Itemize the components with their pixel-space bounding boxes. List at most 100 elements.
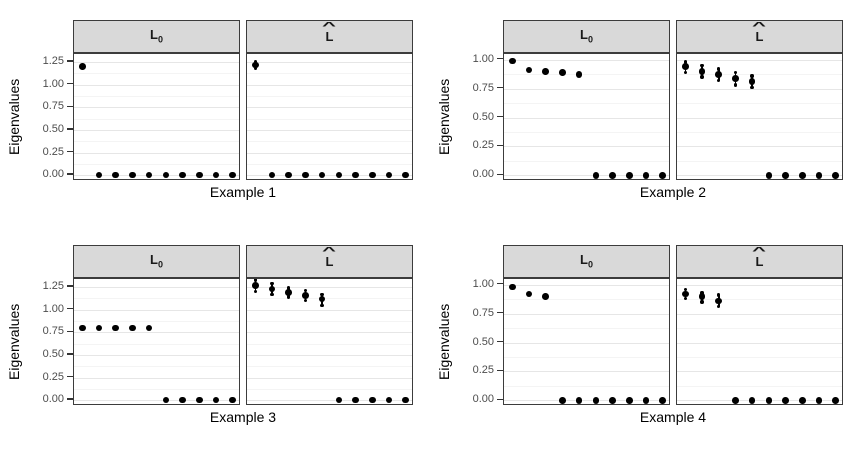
data-point [95,324,103,332]
y-tick-mark [497,58,503,60]
data-point [732,74,739,82]
facet-label: L ^ [752,246,767,269]
gridline-minor [247,298,412,300]
y-tick-mark [497,283,503,285]
data-point [592,171,600,179]
data-point [302,171,309,179]
gridline-major [74,62,239,64]
data-point [212,396,220,404]
y-tick-mark [497,173,503,175]
chart-example-2: Eigenvalues 0.00 0.25 0.50 0.75 1.00 L0 L ^ Examp… [430,0,860,225]
range-end-point [717,67,721,71]
data-point [318,295,326,303]
y-tick-label: 1.25 [42,55,64,68]
y-tick-label: 1.00 [472,52,494,65]
data-point [229,396,236,404]
facet-label: L0 [150,27,163,45]
data-point [129,324,136,332]
gridline-major [677,88,842,90]
range-end-point [253,59,258,63]
range-end-point [303,298,308,303]
data-point [352,171,359,179]
gridline-major [677,313,842,315]
y-tick-mark [67,285,73,287]
data-point [179,396,186,404]
range-end-point [270,281,274,286]
gridline-minor [677,328,842,330]
y-tick-mark [67,308,73,310]
facet-label-subscript: 0 [587,259,593,270]
gridline-major [504,313,669,315]
data-point [625,396,633,404]
range-end-point [750,74,754,78]
gridline-major [677,175,842,177]
y-tick-label: 1.00 [42,302,64,315]
data-point [79,63,86,70]
gridline-major [247,332,412,334]
data-point [715,71,723,79]
data-point [525,290,533,298]
data-point [195,171,203,179]
gridline-major [74,377,239,379]
chart-example-3: Eigenvalues 0.00 0.25 0.50 0.75 1.00 1.25 L0 L ^ E… [0,225,430,450]
range-end-point [717,293,721,297]
data-point [285,171,293,179]
chart-example-1: Eigenvalues 0.00 0.25 0.50 0.75 1.00 1.25 L0 L ^ E… [0,0,430,225]
hat-accent: ^ [752,246,767,257]
gridline-minor [74,118,239,120]
gridline-minor [74,73,239,75]
gridline-major [247,62,412,64]
data-point [642,171,650,179]
data-point [609,171,616,179]
gridline-major [74,400,239,402]
gridline-minor [74,343,239,345]
data-point [782,396,789,404]
y-tick-mark [497,340,503,343]
facet-strip: L ^ [246,245,413,278]
gridline-major [504,284,669,286]
range-end-point [287,286,291,290]
gridline-minor [74,96,239,98]
y-tick-label: 0.25 [472,364,494,377]
y-tick-label: 1.00 [42,77,64,90]
y-tick-mark [67,150,73,153]
data-point [145,171,153,179]
gridline-major [247,309,412,311]
gridline-major [74,129,239,131]
gridline-major [247,107,412,109]
data-point [368,396,376,404]
y-tick-label: 0.25 [42,145,64,158]
gridline-minor [74,298,239,300]
data-point [625,171,633,179]
y-tick-mark [497,144,503,147]
y-tick-mark [67,398,73,400]
data-point [798,396,806,404]
hat-accent: ^ [322,21,337,32]
data-point [682,290,689,298]
gridline-major [677,371,842,373]
y-tick-mark [67,173,73,175]
range-end-point [253,279,258,282]
facet-label-subscript: 0 [157,34,163,45]
gridline-minor [247,343,412,345]
gridline-minor [504,74,669,76]
range-end-point [320,303,324,307]
y-tick-mark [67,128,73,130]
gridline-major [74,287,239,289]
range-end-point [303,289,308,293]
x-axis-title: Example 4 [639,409,707,425]
facet-label: L0 [150,252,163,270]
gridline-minor [74,366,239,368]
gridline-minor [247,141,412,143]
y-tick-mark [67,375,73,378]
gridline-minor [247,163,412,165]
data-point [385,171,393,179]
gridline-minor [247,321,412,323]
gridline-major [74,354,239,356]
range-end-point [683,60,688,64]
y-tick-mark [497,311,503,314]
data-point [162,396,170,404]
data-point [559,396,566,404]
y-tick-mark [67,330,73,333]
